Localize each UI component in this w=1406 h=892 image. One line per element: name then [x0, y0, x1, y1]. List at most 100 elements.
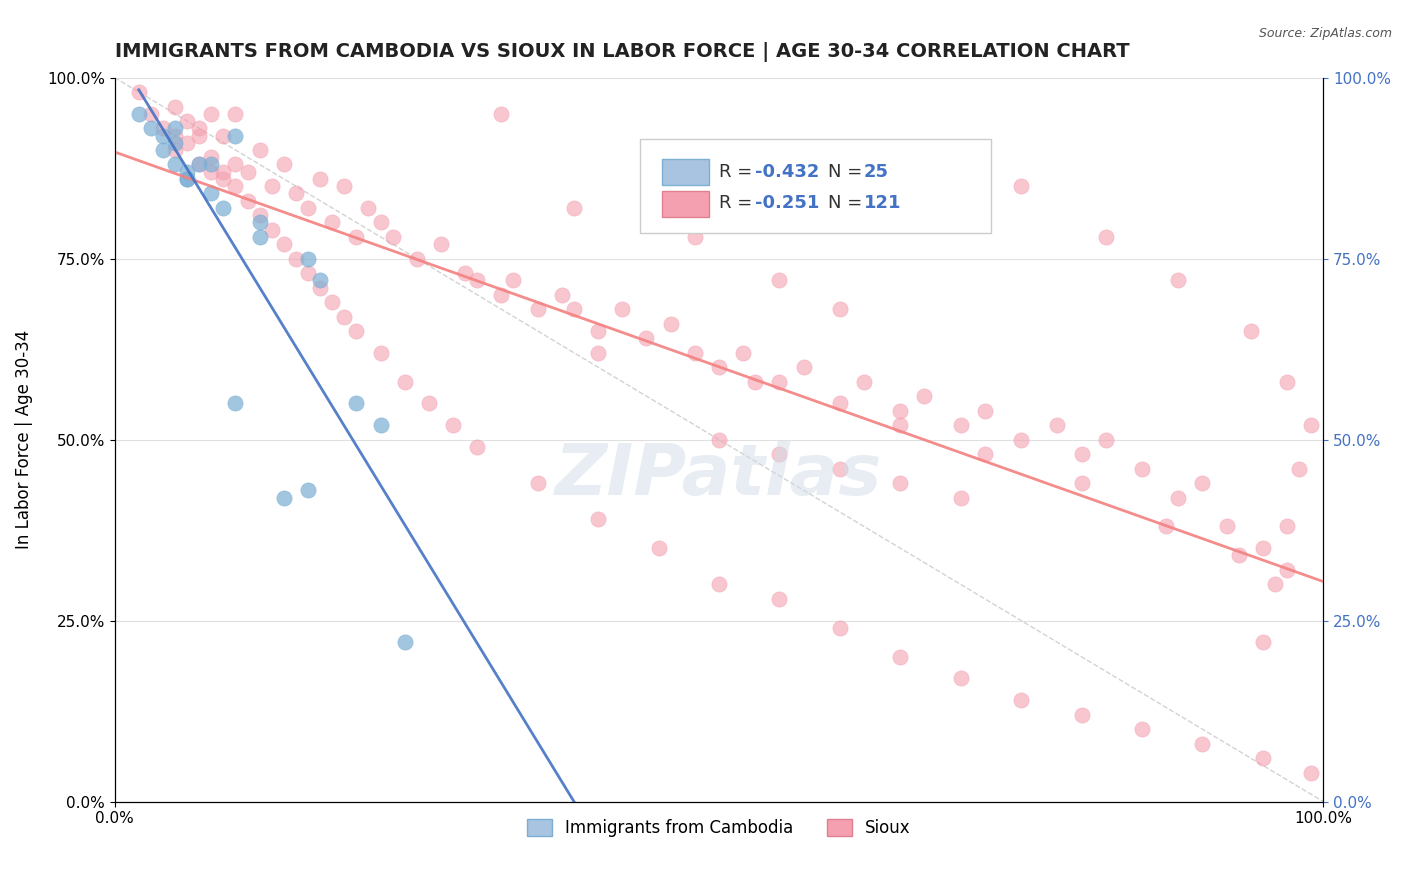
Point — [128, 107, 150, 121]
Point — [852, 375, 875, 389]
Point — [465, 440, 488, 454]
FancyBboxPatch shape — [662, 191, 709, 217]
Point — [152, 143, 174, 157]
Point — [284, 186, 307, 201]
Point — [441, 418, 464, 433]
Point — [889, 476, 911, 491]
Point — [1010, 179, 1032, 194]
Point — [224, 107, 246, 121]
Text: N =: N = — [828, 162, 868, 181]
Point — [1130, 461, 1153, 475]
Point — [454, 266, 477, 280]
Point — [1046, 418, 1069, 433]
Point — [249, 215, 271, 229]
Point — [176, 172, 198, 186]
Point — [344, 324, 367, 338]
Point — [370, 215, 392, 229]
Point — [236, 194, 259, 208]
Point — [949, 418, 972, 433]
Point — [188, 121, 211, 136]
Point — [405, 252, 427, 266]
Point — [273, 237, 295, 252]
Text: -0.251: -0.251 — [755, 194, 820, 211]
Point — [344, 230, 367, 244]
Point — [683, 230, 706, 244]
Point — [357, 201, 380, 215]
Point — [163, 157, 186, 171]
Point — [224, 157, 246, 171]
Point — [1070, 707, 1092, 722]
Legend: Immigrants from Cambodia, Sioux: Immigrants from Cambodia, Sioux — [520, 813, 918, 844]
Point — [139, 107, 162, 121]
Point — [212, 201, 235, 215]
Point — [1301, 418, 1323, 433]
Point — [284, 252, 307, 266]
Point — [1094, 433, 1116, 447]
Point — [370, 418, 392, 433]
Point — [793, 360, 815, 375]
Point — [139, 121, 162, 136]
Point — [163, 121, 186, 136]
Point — [163, 128, 186, 143]
Point — [224, 128, 246, 143]
Point — [212, 128, 235, 143]
FancyBboxPatch shape — [640, 139, 991, 233]
Point — [394, 635, 416, 649]
Point — [309, 280, 332, 294]
Point — [828, 302, 851, 317]
Point — [1070, 447, 1092, 461]
Point — [188, 157, 211, 171]
Point — [612, 302, 634, 317]
Point — [1275, 563, 1298, 577]
Point — [1094, 230, 1116, 244]
Point — [889, 418, 911, 433]
Text: 25: 25 — [863, 162, 889, 181]
Point — [1288, 461, 1310, 475]
Point — [889, 403, 911, 417]
Point — [949, 491, 972, 505]
Point — [1154, 519, 1177, 533]
Point — [309, 172, 332, 186]
Point — [647, 157, 669, 171]
Point — [1301, 765, 1323, 780]
Point — [212, 165, 235, 179]
Point — [321, 295, 343, 310]
Point — [1167, 273, 1189, 287]
Point — [188, 128, 211, 143]
Point — [188, 157, 211, 171]
Point — [828, 621, 851, 635]
Point — [176, 136, 198, 150]
Text: N =: N = — [828, 194, 868, 211]
Point — [973, 403, 995, 417]
Point — [249, 208, 271, 222]
Point — [333, 179, 356, 194]
Point — [562, 201, 585, 215]
Point — [224, 179, 246, 194]
Point — [1227, 549, 1250, 563]
Point — [394, 375, 416, 389]
Point — [1251, 751, 1274, 765]
Point — [562, 302, 585, 317]
Point — [297, 266, 319, 280]
Point — [526, 476, 548, 491]
Point — [176, 165, 198, 179]
Point — [647, 541, 669, 556]
Point — [212, 172, 235, 186]
Point — [381, 230, 404, 244]
Point — [1010, 433, 1032, 447]
Text: IMMIGRANTS FROM CAMBODIA VS SIOUX IN LABOR FORCE | AGE 30-34 CORRELATION CHART: IMMIGRANTS FROM CAMBODIA VS SIOUX IN LAB… — [115, 42, 1129, 62]
Point — [1275, 519, 1298, 533]
Point — [1191, 737, 1213, 751]
Point — [502, 273, 524, 287]
Point — [1130, 722, 1153, 736]
Point — [768, 273, 790, 287]
Point — [551, 287, 574, 301]
Point — [249, 143, 271, 157]
Text: R =: R = — [718, 194, 758, 211]
Point — [707, 433, 730, 447]
Point — [321, 215, 343, 229]
Point — [249, 230, 271, 244]
Point — [152, 121, 174, 136]
Point — [1264, 577, 1286, 591]
Point — [744, 375, 766, 389]
